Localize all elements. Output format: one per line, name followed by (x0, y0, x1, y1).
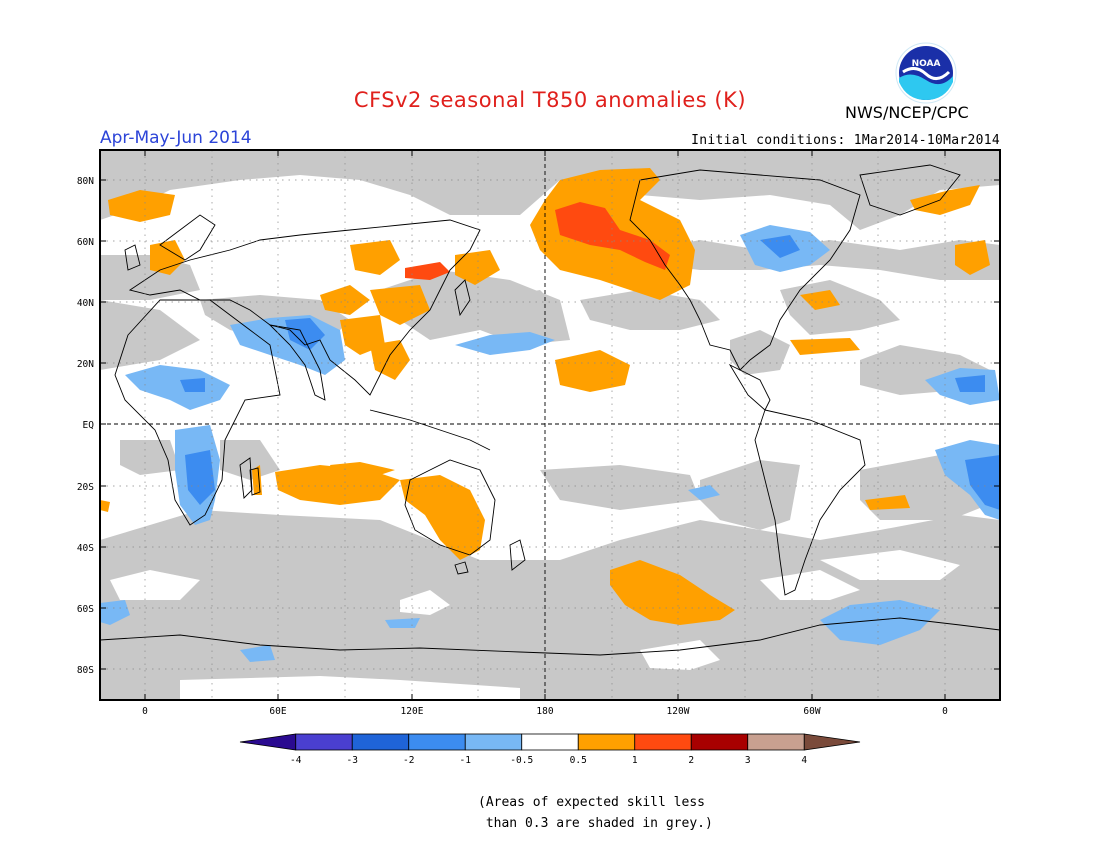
colorbar-tick-label: 4 (801, 755, 807, 766)
skill-note-line-2: than 0.3 are shaded in grey.) (478, 816, 713, 831)
colorbar-tick-label: 2 (688, 755, 694, 766)
lon-label: 120W (667, 706, 690, 717)
equator-dateline (100, 150, 1000, 700)
lat-label: 60S (77, 604, 94, 615)
latitude-labels: 80N 60N 40N 20N EQ 20S 40S 60S 80S (77, 176, 94, 676)
lon-label: 0 (142, 706, 148, 717)
initial-conditions-label: Initial conditions: 1Mar2014-10Mar2014 (691, 133, 1000, 148)
lon-label: 60E (269, 706, 286, 717)
colorbar-swatch (747, 733, 805, 751)
map-title: CFSv2 seasonal T850 anomalies (K) (353, 88, 747, 112)
strong-warm-anomaly-regions (405, 202, 670, 280)
lon-label: 0 (942, 706, 948, 717)
lat-label: 20S (77, 482, 94, 493)
lon-label: 120E (401, 706, 424, 717)
colorbar-swatch (521, 733, 579, 751)
colorbar-swatch (408, 733, 466, 751)
colorbar-swatch (634, 733, 692, 751)
colorbar-swatch (295, 733, 353, 751)
lat-label: 80S (77, 665, 94, 676)
lat-label: 40S (77, 543, 94, 554)
colorbar-swatch (690, 733, 749, 751)
longitude-labels: 0 60E 120E 180 120W 60W 0 (142, 706, 948, 717)
lon-label: 180 (536, 706, 553, 717)
colorbar-tick-label: 0.5 (570, 755, 587, 766)
colorbar-tick-label: -0.5 (510, 755, 533, 766)
lon-label: 60W (803, 706, 820, 717)
lat-label: EQ (83, 420, 95, 431)
season-label: Apr-May-Jun 2014 (100, 128, 252, 148)
colorbar-tick-label: -4 (290, 755, 302, 766)
colorbar-swatch (351, 733, 410, 751)
skill-note: (Areas of expected skill less than 0.3 a… (478, 792, 713, 834)
colorbar-tick-label: 3 (745, 755, 751, 766)
axis-ticks (100, 150, 1000, 700)
colorbar-tick-label: 1 (632, 755, 638, 766)
colorbar-swatch (803, 733, 861, 751)
lat-label: 60N (77, 237, 94, 248)
colorbar-swatch (239, 733, 297, 751)
noaa-logo-icon: NOAA (895, 42, 957, 104)
map-frame (99, 149, 1001, 701)
lat-label: 40N (77, 298, 94, 309)
colorbar: -4 -3 -2 -1 -0.5 0.5 1 2 3 4 (239, 733, 861, 766)
lat-label: 20N (77, 359, 94, 370)
warm-anomaly-regions (100, 168, 990, 625)
colorbar-swatch (464, 733, 523, 751)
colorbar-tick-label: -1 (460, 755, 472, 766)
skill-note-line-1: (Areas of expected skill less (478, 795, 705, 810)
agency-label: NWS/NCEP/CPC (845, 103, 969, 122)
colorbar-swatch (577, 733, 636, 751)
coastlines (100, 164, 1000, 656)
colorbar-tick-label: -3 (347, 755, 358, 766)
lat-label: 80N (77, 176, 94, 187)
graticule (100, 150, 1000, 700)
colorbar-tick-label: -2 (403, 755, 414, 766)
svg-text:NOAA: NOAA (912, 59, 941, 69)
